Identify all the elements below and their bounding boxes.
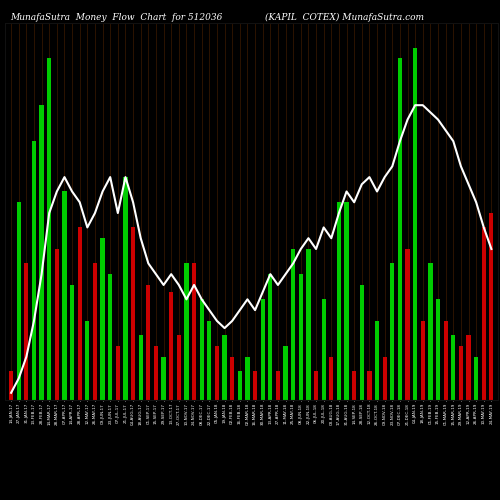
Bar (253, 371, 257, 400)
Bar (70, 285, 74, 400)
Bar (406, 249, 409, 400)
Bar (176, 336, 181, 400)
Bar (306, 249, 310, 400)
Bar (24, 264, 28, 400)
Bar (360, 285, 364, 400)
Bar (184, 264, 188, 400)
Bar (474, 357, 478, 400)
Bar (260, 300, 265, 400)
Bar (413, 48, 418, 400)
Bar (40, 105, 44, 400)
Bar (291, 249, 296, 400)
Bar (284, 346, 288, 400)
Bar (268, 274, 272, 400)
Bar (368, 371, 372, 400)
Bar (124, 177, 128, 400)
Bar (192, 264, 196, 400)
Bar (451, 336, 456, 400)
Bar (276, 371, 280, 400)
Bar (382, 357, 387, 400)
Bar (246, 357, 250, 400)
Bar (200, 300, 204, 400)
Bar (390, 264, 394, 400)
Bar (9, 371, 13, 400)
Bar (337, 202, 341, 400)
Bar (375, 321, 379, 400)
Bar (428, 264, 432, 400)
Bar (344, 202, 348, 400)
Bar (78, 228, 82, 400)
Bar (444, 321, 448, 400)
Bar (131, 228, 135, 400)
Bar (162, 357, 166, 400)
Bar (100, 238, 104, 400)
Bar (154, 346, 158, 400)
Bar (238, 371, 242, 400)
Bar (398, 58, 402, 400)
Bar (16, 202, 21, 400)
Bar (490, 213, 494, 400)
Bar (93, 264, 97, 400)
Bar (146, 285, 150, 400)
Bar (207, 321, 212, 400)
Bar (169, 292, 173, 400)
Bar (85, 321, 89, 400)
Bar (138, 336, 143, 400)
Bar (47, 58, 52, 400)
Bar (482, 228, 486, 400)
Bar (215, 346, 219, 400)
Bar (420, 321, 425, 400)
Bar (322, 300, 326, 400)
Bar (466, 336, 470, 400)
Bar (222, 336, 226, 400)
Bar (352, 371, 356, 400)
Bar (230, 357, 234, 400)
Bar (116, 346, 120, 400)
Text: (KAPIL  COTEX) MunafaSutra.com: (KAPIL COTEX) MunafaSutra.com (265, 12, 424, 22)
Bar (54, 249, 59, 400)
Bar (108, 274, 112, 400)
Bar (62, 192, 66, 400)
Bar (298, 274, 303, 400)
Text: MunafaSutra  Money  Flow  Chart  for 512036: MunafaSutra Money Flow Chart for 512036 (10, 12, 222, 22)
Bar (32, 141, 36, 400)
Bar (329, 357, 334, 400)
Bar (436, 300, 440, 400)
Bar (459, 346, 463, 400)
Bar (314, 371, 318, 400)
